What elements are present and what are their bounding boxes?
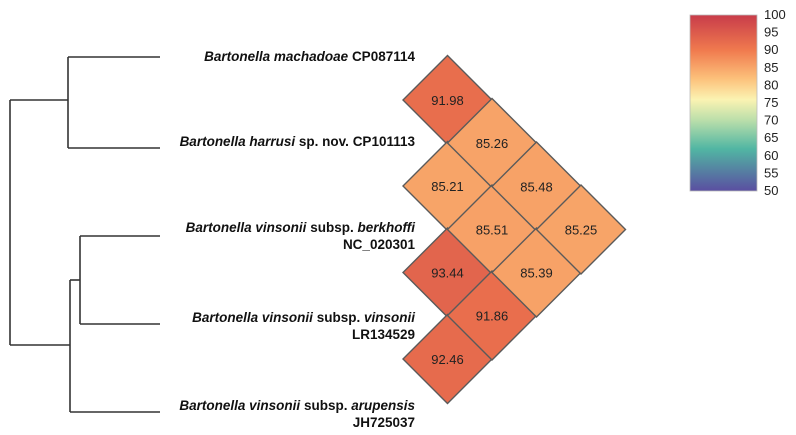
matrix-cell-shape — [535, 184, 627, 275]
color-scale-tick: 100 — [764, 7, 786, 22]
matrix-cell-value: 85.26 — [476, 136, 509, 151]
color-scale-tick: 65 — [764, 130, 778, 145]
taxon-label-vinsonii: Bartonella vinsonii subsp. vinsonii LR13… — [192, 310, 415, 342]
color-scale-legend: 100 95 90 85 80 75 70 65 60 55 50 — [689, 7, 786, 198]
matrix-cell-value: 92.46 — [431, 352, 464, 367]
matrix-cell-value: 85.51 — [476, 223, 509, 238]
color-scale-tick: 80 — [764, 77, 778, 92]
matrix-cell-value: 91.98 — [431, 93, 464, 108]
color-scale-tick: 70 — [764, 113, 778, 128]
matrix-cell-value: 85.25 — [565, 223, 598, 238]
phylogenetic-tree — [9, 56, 160, 413]
color-scale-tick: 95 — [764, 25, 778, 40]
matrix-cell-value: 93.44 — [431, 266, 464, 281]
color-scale-bar — [689, 14, 758, 192]
taxon-label-machadoae: Bartonella machadoae CP087114 — [204, 49, 415, 64]
color-scale-tick: 75 — [764, 95, 778, 110]
matrix-cell-value: 85.48 — [520, 180, 553, 195]
color-scale-tick: 90 — [764, 42, 778, 57]
color-scale-tick: 60 — [764, 148, 778, 163]
taxon-label-berkhoffi: Bartonella vinsonii subsp. berkhoffi NC_… — [185, 220, 415, 252]
matrix-cell: 85.25 — [535, 184, 627, 275]
identity-matrix: 91.98 85.21 85.26 93.44 85.51 85.48 92.46 91.86… — [402, 54, 627, 405]
taxon-label-harrusi: Bartonella harrusi sp. nov. CP101113 — [179, 134, 415, 149]
taxon-label-arupensis: Bartonella vinsonii subsp. arupensis JH7… — [179, 398, 415, 430]
color-scale-tick: 50 — [764, 183, 778, 198]
matrix-cell-value: 91.86 — [476, 309, 509, 324]
matrix-cell-value: 85.21 — [431, 179, 464, 194]
color-scale-tick: 55 — [764, 165, 778, 180]
color-scale-tick: 85 — [764, 60, 778, 75]
matrix-cell-value: 85.39 — [520, 266, 553, 281]
